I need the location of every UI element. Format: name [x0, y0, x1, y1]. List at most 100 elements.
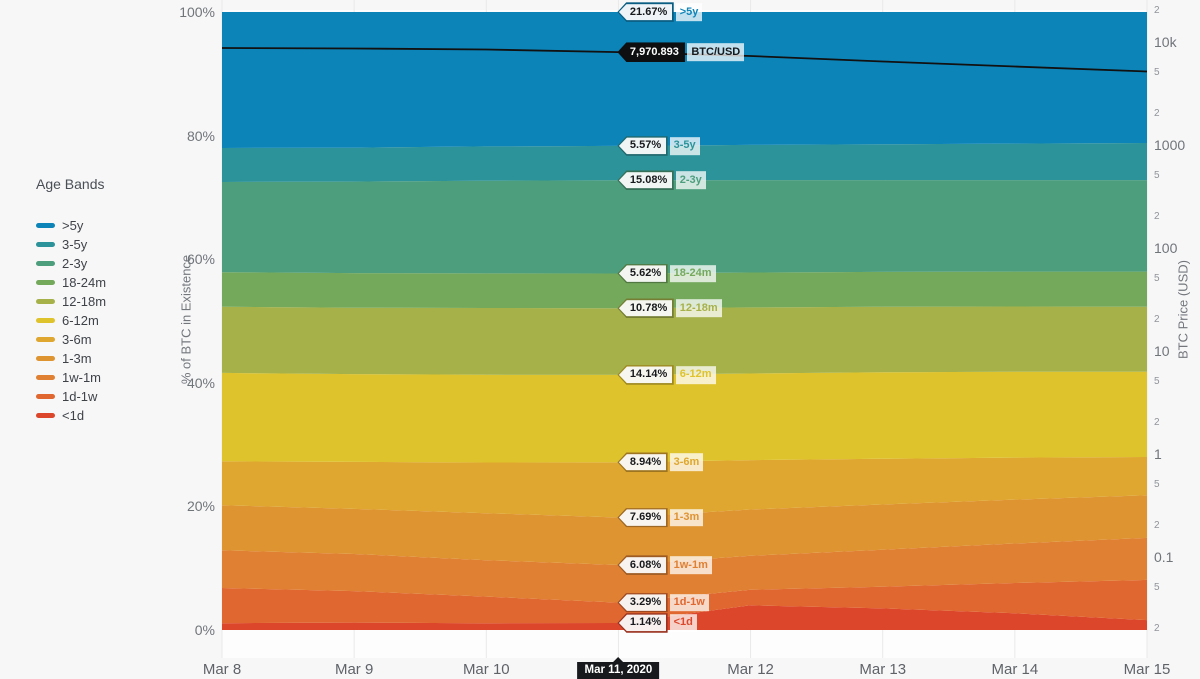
right-axis-tick: 2: [1154, 416, 1160, 428]
right-axis-tick: 2: [1154, 4, 1160, 16]
legend-item-612m[interactable]: 6-12m: [36, 311, 106, 330]
legend-item-35y[interactable]: 3-5y: [36, 235, 106, 254]
band-36m: [222, 457, 1147, 518]
legend-item-36m[interactable]: 3-6m: [36, 330, 106, 349]
tooltip-series-label: 2-3y: [675, 171, 706, 190]
tooltip-series-label: >5y: [675, 3, 703, 21]
legend-item-label: 3-5y: [62, 237, 88, 252]
tooltip-value: 15.08%: [618, 172, 673, 189]
legend-item-label: 1w-1m: [62, 370, 102, 385]
tooltip-value-box: 6.08%: [617, 555, 668, 575]
band-tooltip-1d1w: 3.29% 1d-1w: [617, 592, 709, 613]
legend-item-label: 1-3m: [62, 351, 92, 366]
band-23y: [222, 180, 1147, 274]
legend-swatch: [36, 299, 55, 304]
legend-item-1d[interactable]: <1d: [36, 406, 106, 425]
x-axis-label: Mar 14: [991, 661, 1039, 678]
legend-item-5y[interactable]: >5y: [36, 216, 106, 235]
tooltip-value-box: 8.94%: [617, 452, 668, 473]
tooltip-value-box: 10.78%: [617, 298, 674, 319]
tooltip-value: 14.14%: [618, 366, 673, 384]
x-axis-label: Mar 12: [727, 661, 774, 678]
legend-item-label: >5y: [62, 218, 84, 233]
right-axis-tick: 2: [1154, 519, 1160, 531]
band-tooltip-612m: 14.14% 6-12m: [617, 365, 716, 385]
band-612m: [222, 371, 1147, 463]
tooltip-value: 8.94%: [618, 453, 667, 471]
band-tooltip-1218m: 10.78% 12-18m: [617, 298, 722, 319]
left-axis-tick: 80%: [186, 127, 215, 144]
right-axis-tick: 2: [1154, 210, 1160, 222]
right-axis-tick: 2: [1154, 622, 1160, 634]
right-axis-tick: 5: [1154, 67, 1160, 78]
legend-item-1218m[interactable]: 12-18m: [36, 292, 106, 311]
legend-swatch: [36, 375, 55, 380]
tooltip-value-box: 3.29%: [617, 592, 668, 613]
band-tooltip-1w1m: 6.08% 1w-1m: [617, 555, 712, 575]
band-tooltip-13m: 7.69% 1-3m: [617, 507, 704, 528]
legend-item-1824m[interactable]: 18-24m: [36, 273, 106, 292]
tooltip-value-box: 7,970.893: [617, 42, 686, 62]
legend-swatch: [36, 413, 55, 418]
legend-item-23y[interactable]: 2-3y: [36, 254, 106, 273]
tooltip-value: 21.67%: [618, 3, 673, 21]
tooltip-value: 3.29%: [618, 594, 667, 611]
tooltip-series-label: 12-18m: [675, 299, 722, 318]
legend-swatch: [36, 394, 55, 399]
right-axis-tick: 5: [1154, 376, 1160, 387]
band-13m: [222, 495, 1147, 565]
price-tooltip: 7,970.893 BTC/USD: [617, 42, 745, 62]
legend-item-label: 3-6m: [62, 332, 92, 347]
tooltip-series-label: 1d-1w: [669, 593, 709, 612]
legend-item-13m[interactable]: 1-3m: [36, 349, 106, 368]
band-tooltip-1824m: 5.62% 18-24m: [617, 263, 716, 284]
tooltip-value: 10.78%: [618, 299, 673, 317]
tooltip-value: 5.62%: [618, 265, 667, 282]
tooltip-value-box: 1.14%: [617, 613, 668, 633]
band-tooltip-36m: 8.94% 3-6m: [617, 452, 704, 473]
band-5y: [222, 12, 1147, 148]
legend-item-label: 12-18m: [62, 294, 107, 309]
legend-swatch: [36, 261, 55, 266]
tooltip-value-box: 14.14%: [617, 365, 674, 385]
band-tooltip-5y: 21.67% >5y: [617, 2, 703, 22]
tooltip-value-box: 5.57%: [617, 136, 668, 156]
band-tooltip-35y: 5.57% 3-5y: [617, 136, 700, 156]
tooltip-value: 1.14%: [618, 614, 667, 632]
band-35y: [222, 143, 1147, 182]
legend-swatch: [36, 223, 55, 228]
right-axis-tick: 10: [1154, 343, 1170, 359]
right-axis-tick: 2: [1154, 107, 1160, 119]
left-axis-tick: 40%: [186, 374, 215, 391]
right-axis-tick: 0.1: [1154, 549, 1174, 565]
right-axis-tick: 5: [1154, 170, 1160, 181]
tooltip-series-label: BTC/USD: [687, 43, 745, 61]
tooltip-value-box: 5.62%: [617, 263, 668, 284]
legend-swatch: [36, 242, 55, 247]
band-1824m: [222, 271, 1147, 309]
tooltip-value-box: 7.69%: [617, 507, 668, 528]
tooltip-value: 7.69%: [618, 509, 667, 526]
legend: Age Bands >5y 3-5y 2-3y 18-24m 12-18m 6-12m 3-…: [36, 176, 106, 425]
legend-item-1d1w[interactable]: 1d-1w: [36, 387, 106, 406]
tooltip-series-label: 3-5y: [669, 137, 700, 155]
band-tooltip-23y: 15.08% 2-3y: [617, 170, 706, 191]
legend-swatch: [36, 280, 55, 285]
x-axis-label: Mar 9: [334, 661, 374, 678]
left-axis-tick: 100%: [179, 4, 215, 20]
right-axis-tick: 1: [1154, 446, 1162, 462]
right-axis-tick: 100: [1154, 240, 1178, 256]
legend-item-1w1m[interactable]: 1w-1m: [36, 368, 106, 387]
legend-swatch: [36, 337, 55, 342]
hover-date-tooltip: Mar 11, 2020: [577, 657, 660, 679]
left-axis-tick: 20%: [186, 498, 215, 515]
legend-title: Age Bands: [36, 176, 105, 192]
band-1218m: [222, 306, 1147, 375]
legend-swatch: [36, 318, 55, 323]
tooltip-series-label: 6-12m: [675, 366, 716, 384]
right-axis-title: BTC Price (USD): [1175, 260, 1191, 359]
tooltip-series-label: 3-6m: [669, 453, 704, 472]
x-axis-label: Mar 15: [1123, 661, 1171, 678]
legend-item-label: 2-3y: [62, 256, 88, 271]
